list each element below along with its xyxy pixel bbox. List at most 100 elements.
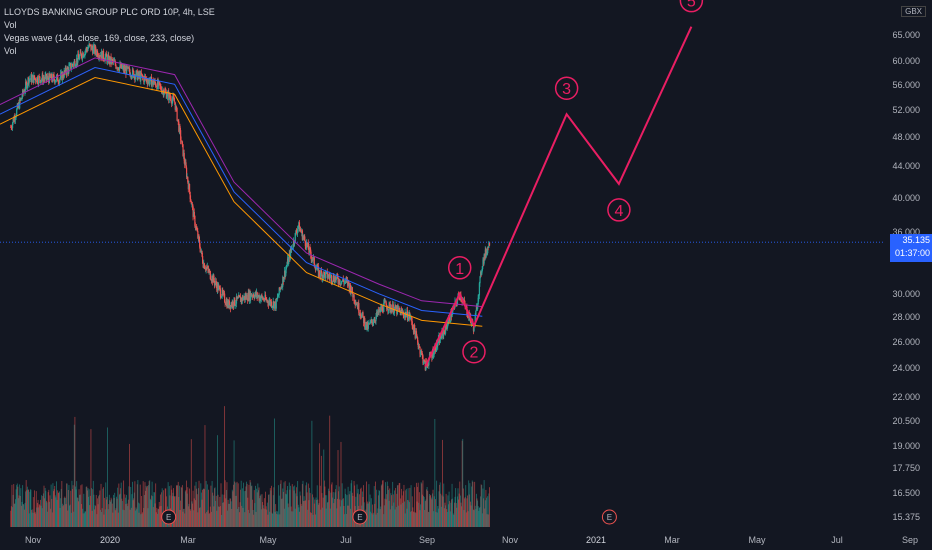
candle-body — [202, 256, 204, 263]
volume-bar — [392, 481, 394, 527]
volume-bar — [379, 509, 381, 527]
volume-bar — [15, 489, 17, 527]
volume-bar — [22, 504, 24, 527]
candle-body — [341, 280, 343, 282]
volume-bar — [342, 499, 344, 527]
volume-bar — [117, 487, 119, 527]
candle-body — [190, 201, 192, 205]
candle-body — [396, 305, 399, 314]
volume-bar — [214, 487, 216, 527]
volume-bar — [326, 495, 328, 527]
volume-bar — [113, 494, 114, 527]
volume-bar — [437, 506, 439, 527]
candle-body — [235, 296, 238, 304]
volume-bar — [92, 489, 94, 527]
volume-bar — [80, 485, 82, 527]
volume-bar — [474, 481, 476, 527]
volume-bar — [11, 484, 13, 527]
candle-body — [310, 255, 312, 260]
volume-bar — [190, 510, 192, 527]
volume-bar — [340, 441, 342, 527]
volume-bar — [213, 506, 215, 527]
volume-bar — [132, 481, 133, 527]
volume-bar — [54, 495, 56, 527]
candle-body — [87, 48, 89, 51]
y-tick-label: 30.000 — [892, 289, 920, 299]
candle-body — [478, 283, 481, 296]
volume-bar — [38, 504, 40, 527]
volume-bar — [262, 505, 264, 527]
candle-body — [466, 314, 469, 317]
currency-label[interactable]: GBX — [901, 6, 926, 17]
volume-bar — [423, 495, 424, 527]
volume-bar — [349, 491, 351, 527]
volume-bar — [462, 488, 464, 527]
x-tick-label: 2020 — [99, 535, 121, 545]
candle-body — [320, 270, 322, 277]
candle-body — [360, 313, 362, 317]
volume-bar — [448, 504, 449, 527]
volume-bar — [282, 491, 284, 527]
candle-body — [422, 362, 425, 364]
candle-body — [362, 312, 364, 317]
volume-label[interactable]: Vol — [4, 20, 17, 30]
volume-bar — [484, 500, 486, 527]
volume-bar — [411, 496, 413, 527]
volume-bar — [138, 512, 140, 527]
candle-body — [257, 296, 259, 298]
candle-body — [68, 65, 70, 73]
candle-body — [364, 318, 366, 328]
volume-bar — [301, 484, 303, 527]
candle-body — [320, 270, 323, 273]
wave-label-2: 2 — [470, 345, 479, 362]
candle-body — [326, 271, 328, 278]
volume-bar — [418, 502, 420, 527]
volume-bar — [177, 481, 179, 527]
volume-bar — [309, 492, 311, 527]
volume-bar — [93, 494, 95, 527]
volume-bar — [104, 497, 106, 527]
volume-bar — [225, 498, 227, 527]
candle-body — [42, 74, 44, 83]
candle-body — [273, 303, 276, 309]
volume-bar — [472, 481, 474, 527]
symbol-title[interactable]: LLOYDS BANKING GROUP PLC ORD 10P, 4h, LS… — [4, 7, 215, 17]
candle-body — [294, 233, 296, 243]
volume-bar — [203, 489, 205, 527]
candle-body — [22, 90, 24, 94]
volume-bar — [467, 511, 469, 527]
volume-bar — [206, 484, 208, 527]
volume-bar — [435, 511, 437, 527]
volume-bar — [374, 503, 376, 527]
volume-bar — [31, 509, 32, 527]
volume-bar — [326, 502, 328, 527]
vegas-wave-label[interactable]: Vegas wave (144, close, 169, close, 233,… — [4, 33, 195, 43]
volume-bar — [373, 486, 375, 527]
volume-bar — [123, 480, 125, 527]
candle-body — [350, 292, 352, 294]
volume-bar — [144, 482, 146, 527]
candle-body — [345, 279, 347, 282]
volume-bar — [155, 512, 157, 527]
volume-label-2[interactable]: Vol — [4, 46, 17, 56]
candle-body — [332, 281, 334, 283]
candle-body — [149, 81, 151, 84]
volume-bar — [94, 509, 95, 527]
volume-bar — [240, 480, 242, 527]
volume-bar — [107, 509, 109, 527]
volume-bar — [156, 507, 158, 527]
volume-bar — [121, 500, 123, 527]
volume-bar — [183, 508, 185, 527]
x-tick-label: May — [259, 535, 277, 545]
volume-bar — [119, 493, 121, 527]
candle-body — [309, 247, 311, 250]
volume-bar — [108, 504, 110, 527]
volume-bar — [427, 490, 429, 527]
x-tick-label: Jul — [831, 535, 843, 545]
volume-bar — [28, 489, 30, 527]
volume-bar — [324, 486, 326, 527]
candle-body — [59, 78, 61, 81]
candle-body — [131, 69, 134, 77]
candle-body — [180, 130, 182, 141]
